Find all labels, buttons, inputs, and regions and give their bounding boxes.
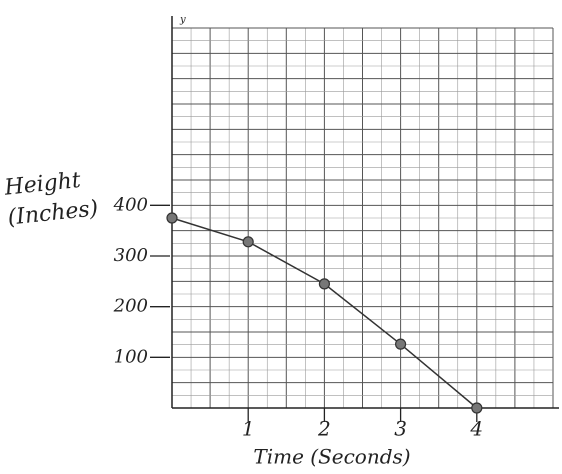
grid — [172, 28, 553, 408]
data-point — [167, 213, 177, 223]
data-point — [243, 237, 253, 247]
y-tick-label: 400 — [113, 194, 148, 215]
x-tick-label: 3 — [394, 417, 407, 441]
axis-letter: y — [179, 15, 186, 26]
y-tick-label: 300 — [114, 245, 148, 266]
data-point — [396, 339, 406, 349]
page: {"chart_data": {"type": "line", "x_label… — [0, 0, 562, 474]
y-tick-label: 100 — [114, 346, 148, 367]
x-tick-label: 1 — [242, 417, 255, 441]
data-point — [319, 279, 329, 289]
data-point — [472, 403, 482, 413]
chart: y Time (Seconds) 100 200 300 400 1 2 3 4 — [0, 0, 562, 474]
x-tick-label: 2 — [317, 417, 331, 441]
x-axis-label: Time (Seconds) — [253, 445, 410, 469]
y-tick-label: 200 — [113, 296, 148, 317]
y-axis-label: Height (Inches) — [3, 162, 119, 233]
x-tick-label: 4 — [469, 417, 483, 441]
